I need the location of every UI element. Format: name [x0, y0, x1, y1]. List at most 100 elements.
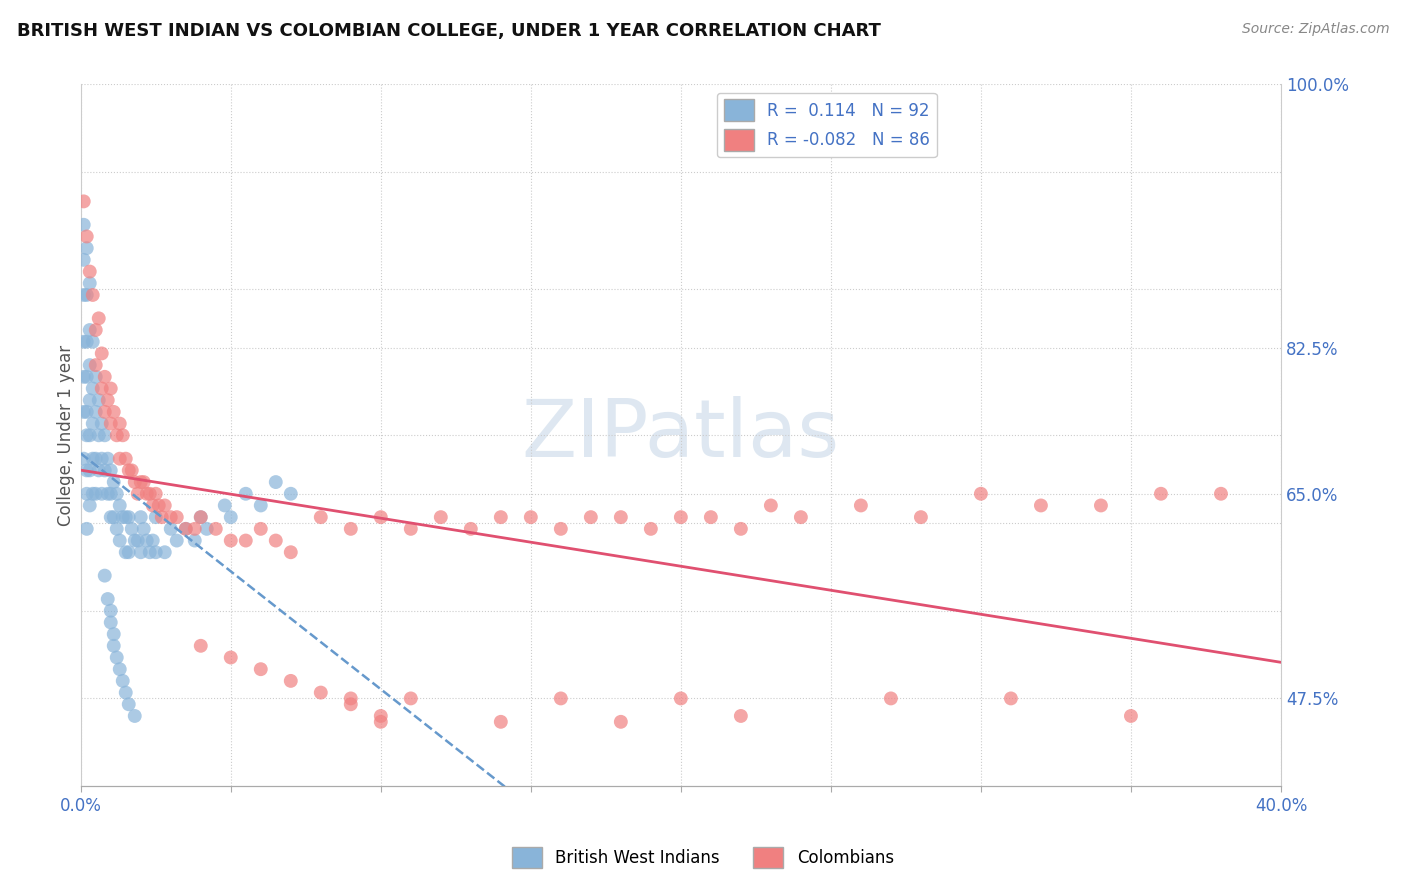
Point — [264, 475, 287, 489]
Point — [87, 393, 110, 408]
Point — [114, 545, 136, 559]
Point — [399, 691, 422, 706]
Point — [108, 417, 131, 431]
Point — [73, 252, 96, 267]
Point — [76, 369, 98, 384]
Point — [82, 487, 104, 501]
Point — [249, 499, 271, 513]
Point — [79, 499, 101, 513]
Point — [76, 463, 98, 477]
Text: Source: ZipAtlas.com: Source: ZipAtlas.com — [1241, 22, 1389, 37]
Point — [93, 428, 115, 442]
Point — [1150, 487, 1173, 501]
Point — [550, 691, 572, 706]
Point — [73, 369, 96, 384]
Point — [339, 698, 361, 712]
Point — [219, 510, 242, 524]
Point — [105, 487, 128, 501]
Point — [111, 510, 134, 524]
Point — [73, 451, 96, 466]
Point — [669, 510, 692, 524]
Point — [640, 522, 662, 536]
Point — [73, 194, 96, 209]
Point — [1090, 499, 1112, 513]
Point — [76, 487, 98, 501]
Point — [108, 533, 131, 548]
Point — [73, 288, 96, 302]
Point — [1209, 487, 1232, 501]
Point — [84, 369, 107, 384]
Legend: British West Indians, Colombians: British West Indians, Colombians — [506, 840, 900, 875]
Point — [790, 510, 813, 524]
Point — [76, 334, 98, 349]
Point — [145, 545, 167, 559]
Point — [249, 662, 271, 676]
Point — [184, 522, 207, 536]
Point — [610, 510, 633, 524]
Point — [82, 288, 104, 302]
Point — [142, 499, 165, 513]
Point — [579, 510, 602, 524]
Point — [129, 545, 152, 559]
Point — [145, 510, 167, 524]
Y-axis label: College, Under 1 year: College, Under 1 year — [58, 344, 75, 526]
Point — [142, 533, 165, 548]
Point — [103, 475, 125, 489]
Point — [970, 487, 993, 501]
Point — [84, 487, 107, 501]
Point — [150, 510, 173, 524]
Point — [399, 522, 422, 536]
Point — [79, 264, 101, 278]
Point — [79, 358, 101, 372]
Point — [132, 475, 155, 489]
Point — [910, 510, 932, 524]
Point — [100, 604, 122, 618]
Point — [153, 545, 176, 559]
Point — [339, 522, 361, 536]
Point — [190, 510, 212, 524]
Point — [82, 382, 104, 396]
Point — [219, 533, 242, 548]
Point — [90, 451, 112, 466]
Point — [73, 334, 96, 349]
Point — [1029, 499, 1052, 513]
Point — [100, 417, 122, 431]
Point — [730, 522, 752, 536]
Point — [280, 673, 302, 688]
Point — [127, 487, 149, 501]
Point — [103, 627, 125, 641]
Point — [97, 487, 120, 501]
Point — [100, 487, 122, 501]
Point — [309, 510, 332, 524]
Point — [190, 510, 212, 524]
Point — [159, 522, 181, 536]
Point — [235, 487, 257, 501]
Point — [124, 533, 146, 548]
Point — [759, 499, 782, 513]
Point — [153, 499, 176, 513]
Point — [93, 568, 115, 582]
Point — [370, 709, 392, 723]
Point — [700, 510, 723, 524]
Point — [121, 463, 143, 477]
Text: BRITISH WEST INDIAN VS COLOMBIAN COLLEGE, UNDER 1 YEAR CORRELATION CHART: BRITISH WEST INDIAN VS COLOMBIAN COLLEGE… — [17, 22, 880, 40]
Point — [105, 522, 128, 536]
Point — [1119, 709, 1142, 723]
Point — [103, 639, 125, 653]
Point — [145, 487, 167, 501]
Point — [520, 510, 543, 524]
Point — [103, 405, 125, 419]
Point — [280, 487, 302, 501]
Point — [108, 499, 131, 513]
Point — [90, 382, 112, 396]
Point — [135, 533, 157, 548]
Point — [82, 451, 104, 466]
Point — [73, 405, 96, 419]
Point — [204, 522, 226, 536]
Point — [108, 662, 131, 676]
Point — [489, 714, 512, 729]
Point — [76, 241, 98, 255]
Point — [76, 522, 98, 536]
Point — [174, 522, 197, 536]
Point — [139, 487, 162, 501]
